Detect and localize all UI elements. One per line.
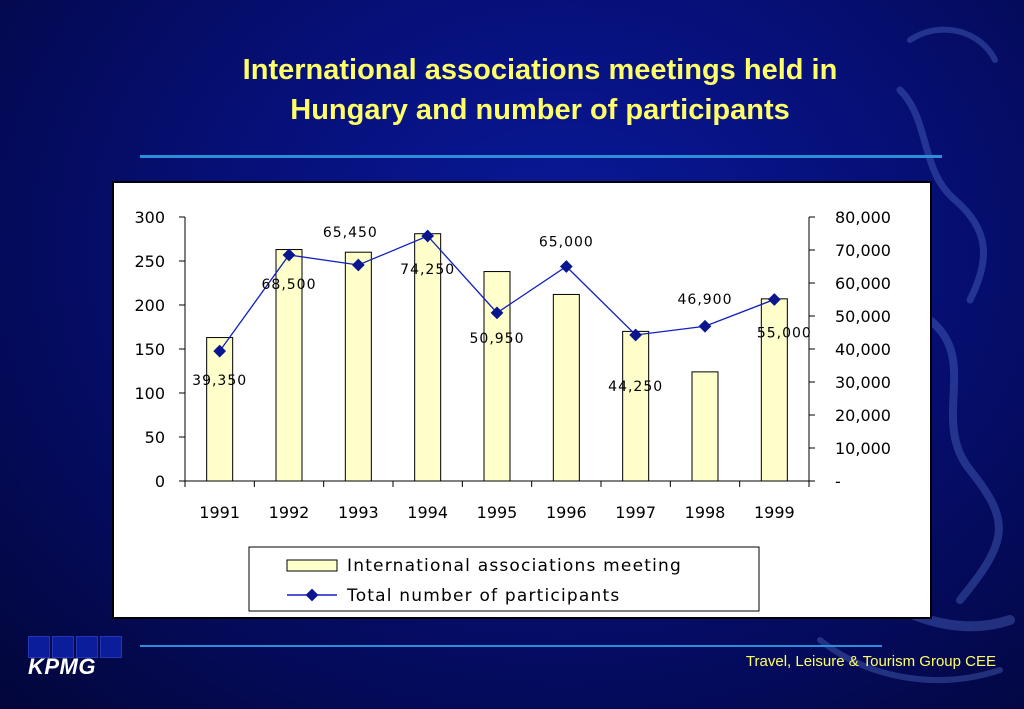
y-right-tick-label: 30,000: [835, 373, 891, 392]
x-tick-label: 1997: [615, 503, 656, 522]
title-line-2: Hungary and number of participants: [290, 94, 790, 126]
participants-data-label: 65,450: [323, 225, 378, 241]
y-left-tick-label: 300: [134, 208, 165, 227]
title-line-1: International associations meetings held…: [242, 54, 838, 86]
bar-1997: [622, 330, 650, 482]
x-tick-label: 1999: [754, 503, 795, 522]
page-title: International associations meetings held…: [110, 50, 970, 130]
combo-chart: 0 50 100 150 200 250 300 - 10,000 20,000 30,000 40,…: [134, 208, 891, 612]
kpmg-logo: KPMG: [28, 636, 122, 680]
bar-1996: [552, 293, 580, 482]
y-right-tick-label: 60,000: [835, 274, 891, 293]
footer-text: Travel, Leisure & Tourism Group CEE: [745, 653, 996, 670]
x-tick-label: 1991: [199, 503, 240, 522]
y-right-tick-label: 70,000: [835, 241, 891, 260]
participants-point-1996: [559, 260, 573, 273]
y-right-tick-label: -: [835, 472, 841, 491]
participants-data-label: 74,250: [400, 262, 455, 278]
participants-data-label: 44,250: [608, 379, 663, 395]
x-tick-label: 1998: [685, 503, 726, 522]
title-divider: [140, 155, 942, 158]
participants-data-label: 39,350: [192, 373, 247, 389]
x-tick-label: 1995: [477, 503, 518, 522]
y-left-tick-label: 50: [145, 428, 165, 447]
legend-bar-swatch: [286, 559, 338, 572]
bar-1992: [275, 249, 303, 482]
x-tick-label: 1993: [338, 503, 379, 522]
participants-point-1995: [490, 306, 504, 320]
legend-label-meetings: International associations meeting: [347, 556, 682, 576]
y-left-tick-label: 200: [134, 296, 165, 315]
y-left-tick-label: 250: [134, 252, 165, 271]
participants-point-1994: [421, 229, 435, 243]
bar-1998: [691, 371, 719, 482]
logo-text: KPMG: [28, 654, 96, 679]
legend-box: [248, 546, 760, 612]
x-tick-label: 1994: [407, 503, 448, 522]
y-right-tick-label: 10,000: [835, 439, 891, 458]
participants-data-label: 46,900: [678, 292, 733, 308]
participants-data-label: 50,950: [470, 331, 525, 347]
y-left-tick-label: 0: [155, 472, 165, 491]
y-right-tick-label: 80,000: [835, 208, 891, 227]
y-left-tick-label: 100: [134, 384, 165, 403]
y-right-tick-label: 20,000: [835, 406, 891, 425]
footer-divider: [140, 645, 882, 647]
legend-label-participants: Total number of participants: [346, 586, 620, 606]
logo-blocks: [28, 636, 122, 658]
y-right-tick-label: 50,000: [835, 307, 891, 326]
bar-1991: [206, 337, 234, 482]
x-tick-label: 1992: [269, 503, 310, 522]
participants-point-1998: [698, 319, 712, 333]
y-left-tick-label: 150: [134, 340, 165, 359]
participants-data-label: 55,000: [757, 326, 812, 342]
bar-1993: [344, 251, 372, 482]
participants-data-label: 65,000: [539, 235, 594, 251]
x-tick-label: 1996: [546, 503, 587, 522]
chart-panel: 0 50 100 150 200 250 300 - 10,000 20,000 30,000 40,…: [112, 181, 932, 619]
participants-data-label: 68,500: [262, 277, 317, 293]
y-right-tick-label: 40,000: [835, 340, 891, 359]
